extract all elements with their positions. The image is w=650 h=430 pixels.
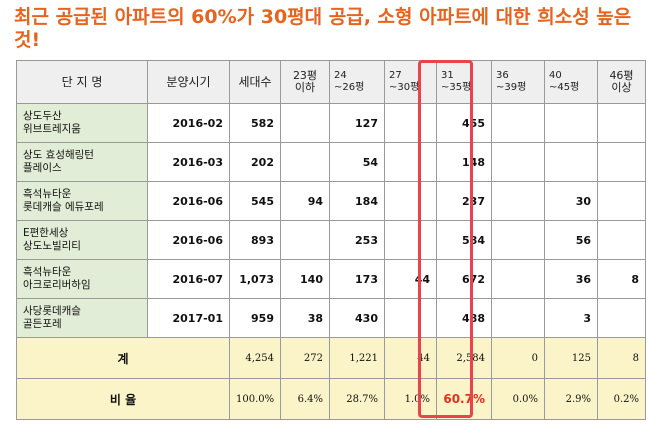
- cell-36: [491, 103, 545, 143]
- cell-24: 253: [329, 220, 385, 260]
- sale-date: 2016-03: [147, 142, 230, 182]
- cell-46: [597, 220, 646, 260]
- page-title: 최근 공급된 아파트의 60%가 30평대 공급, 소형 아파트에 대한 희소성…: [14, 6, 632, 51]
- ratio-units: 100.0%: [229, 378, 281, 420]
- cell-31: 455: [436, 103, 492, 143]
- ratio-46: 0.2%: [597, 378, 646, 420]
- cell-24: 184: [329, 181, 385, 221]
- cell-24: 430: [329, 298, 385, 338]
- table-row: 사당롯데캐슬 골든포레 2017-01 959 38 430 488 3: [16, 298, 646, 338]
- cell-24: 127: [329, 103, 385, 143]
- cell-31: 584: [436, 220, 492, 260]
- cell-36: [491, 181, 545, 221]
- cell-46: [597, 103, 646, 143]
- sale-date: 2017-01: [147, 298, 230, 338]
- header-31: 31 ~35평: [436, 60, 492, 104]
- unit-count: 959: [229, 298, 281, 338]
- cell-31: 488: [436, 298, 492, 338]
- cell-24: 173: [329, 259, 385, 299]
- ratio-label: 비 율: [16, 378, 230, 420]
- sale-date: 2016-07: [147, 259, 230, 299]
- unit-count: 893: [229, 220, 281, 260]
- cell-46: [597, 142, 646, 182]
- header-units: 세대수: [229, 60, 281, 104]
- header-complex: 단 지 명: [16, 60, 148, 104]
- unit-count: 1,073: [229, 259, 281, 299]
- header-46: 46평 이상: [597, 60, 646, 104]
- cell-27: 44: [384, 259, 437, 299]
- complex-name: 상도 효성해링턴 플레이스: [16, 142, 148, 182]
- cell-27: [384, 142, 437, 182]
- header-row: 단 지 명 분양시기 세대수 23평 이하 24 ~26평 27 ~30평 31 ~35…: [16, 60, 646, 104]
- header-24: 24 ~26평: [329, 60, 385, 104]
- cell-46: 8: [597, 259, 646, 299]
- total-31: 2,584: [436, 337, 492, 379]
- header-date: 분양시기: [147, 60, 230, 104]
- cell-36: [491, 220, 545, 260]
- table-row: 상도 효성해링턴 플레이스 2016-03 202 54 148: [16, 142, 646, 182]
- total-46: 8: [597, 337, 646, 379]
- complex-name: E편한세상 상도노빌리티: [16, 220, 148, 260]
- cell-31: 672: [436, 259, 492, 299]
- total-label: 계: [16, 337, 230, 379]
- total-row: 계 4,254 272 1,221 44 2,584 0 125 8: [16, 337, 646, 379]
- cell-40: 36: [544, 259, 598, 299]
- cell-23: [280, 142, 330, 182]
- header-23: 23평 이하: [280, 60, 330, 104]
- complex-name: 사당롯데캐슬 골든포레: [16, 298, 148, 338]
- total-27: 44: [384, 337, 437, 379]
- ratio-31-highlight: 60.7%: [436, 378, 492, 420]
- cell-36: [491, 298, 545, 338]
- complex-name: 상도두산 위브트레지움: [16, 103, 148, 143]
- cell-31: 148: [436, 142, 492, 182]
- ratio-36: 0.0%: [491, 378, 545, 420]
- header-27: 27 ~30평: [384, 60, 437, 104]
- cell-40: [544, 142, 598, 182]
- complex-name: 흑석뉴타운 아크로리버하임: [16, 259, 148, 299]
- cell-27: [384, 181, 437, 221]
- total-units: 4,254: [229, 337, 281, 379]
- cell-46: [597, 298, 646, 338]
- cell-27: [384, 298, 437, 338]
- cell-24: 54: [329, 142, 385, 182]
- total-23: 272: [280, 337, 330, 379]
- cell-27: [384, 103, 437, 143]
- cell-40: [544, 103, 598, 143]
- cell-23: 140: [280, 259, 330, 299]
- ratio-row: 비 율 100.0% 6.4% 28.7% 1.0% 60.7% 0.0% 2.…: [16, 378, 646, 420]
- header-40: 40 ~45평: [544, 60, 598, 104]
- cell-23: [280, 220, 330, 260]
- cell-40: 56: [544, 220, 598, 260]
- total-36: 0: [491, 337, 545, 379]
- ratio-23: 6.4%: [280, 378, 330, 420]
- cell-23: 94: [280, 181, 330, 221]
- cell-23: 38: [280, 298, 330, 338]
- cell-40: 3: [544, 298, 598, 338]
- ratio-40: 2.9%: [544, 378, 598, 420]
- table-row: E편한세상 상도노빌리티 2016-06 893 253 584 56: [16, 220, 646, 260]
- header-36: 36 ~39평: [491, 60, 545, 104]
- cell-36: [491, 142, 545, 182]
- unit-count: 582: [229, 103, 281, 143]
- sale-date: 2016-02: [147, 103, 230, 143]
- unit-count: 202: [229, 142, 281, 182]
- cell-46: [597, 181, 646, 221]
- total-24: 1,221: [329, 337, 385, 379]
- apartment-supply-table: 단 지 명 분양시기 세대수 23평 이하 24 ~26평 27 ~30평 31 ~35…: [16, 60, 646, 420]
- ratio-24: 28.7%: [329, 378, 385, 420]
- cell-36: [491, 259, 545, 299]
- cell-40: 30: [544, 181, 598, 221]
- cell-31: 237: [436, 181, 492, 221]
- table-row: 상도두산 위브트레지움 2016-02 582 127 455: [16, 103, 646, 143]
- unit-count: 545: [229, 181, 281, 221]
- cell-27: [384, 220, 437, 260]
- complex-name: 흑석뉴타운 롯데캐슬 에듀포레: [16, 181, 148, 221]
- ratio-27: 1.0%: [384, 378, 437, 420]
- sale-date: 2016-06: [147, 181, 230, 221]
- cell-23: [280, 103, 330, 143]
- table-row: 흑석뉴타운 아크로리버하임 2016-07 1,073 140 173 44 67…: [16, 259, 646, 299]
- table-row: 흑석뉴타운 롯데캐슬 에듀포레 2016-06 545 94 184 237 30: [16, 181, 646, 221]
- sale-date: 2016-06: [147, 220, 230, 260]
- total-40: 125: [544, 337, 598, 379]
